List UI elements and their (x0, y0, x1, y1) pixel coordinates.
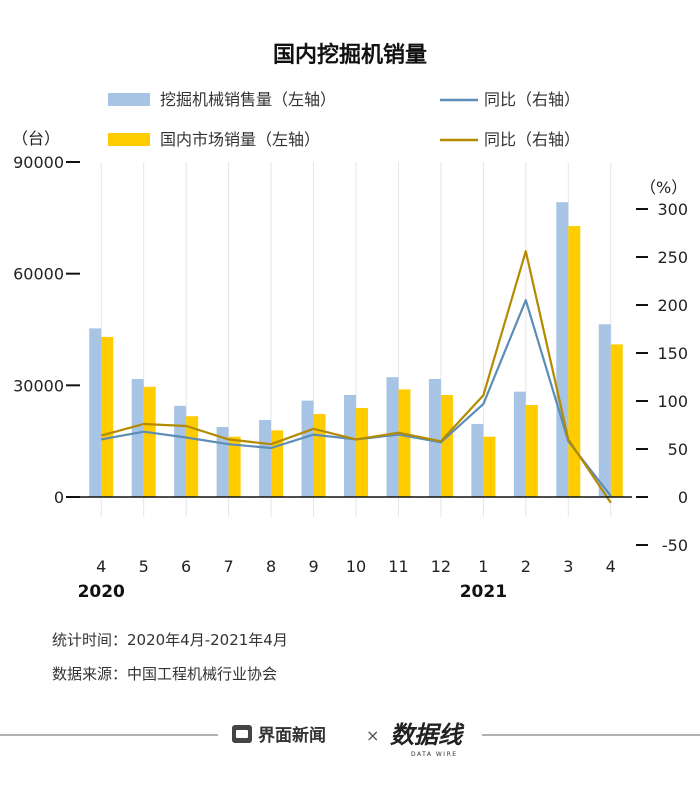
right-axis-unit: （%） (640, 178, 687, 197)
year-label: 2021 (460, 582, 507, 602)
bar-excavator-sales (556, 202, 569, 497)
bar-domestic-sales (101, 336, 114, 497)
series-line-yoy-gold (100, 250, 612, 504)
bar-domestic-sales (356, 408, 368, 497)
lines (100, 250, 612, 504)
bar-excavator-sales (131, 379, 144, 497)
legend-label-excavator-sales: 挖掘机械销售量（左轴） (160, 90, 336, 109)
jiemian-logo-icon-inner (236, 730, 248, 738)
right-axis-tick-label: 250 (657, 248, 688, 267)
left-axis-tick-label: 90000 (13, 153, 64, 172)
brand-times: × (366, 726, 379, 745)
axes: 0 30000 60000 90000 -50 0 50 100 150 200 250 300 4 5 6… (13, 153, 688, 602)
footer-period: 统计时间：2020年4月-2021年4月 (52, 631, 288, 649)
bar-domestic-sales (186, 416, 199, 497)
bar-domestic-sales (313, 413, 326, 497)
bar-domestic-sales (398, 389, 411, 497)
legend-label-domestic-sales: 国内市场销量（左轴） (160, 130, 320, 149)
left-axis-unit: （台） (12, 129, 60, 148)
brand-datawire-sub: DATA WIRE (411, 751, 458, 758)
bar-excavator-sales (471, 424, 484, 497)
bar-excavator-sales (344, 395, 356, 497)
legend-swatch-excavator-sales (108, 93, 150, 106)
x-tick-label: 10 (346, 557, 366, 576)
x-tick-label: 4 (606, 557, 616, 576)
right-axis-tick-label: 300 (657, 200, 688, 219)
left-axis-tick-label: 0 (54, 488, 64, 507)
bar-excavator-sales (174, 405, 187, 497)
bar-excavator-sales (301, 400, 314, 497)
bar-domestic-sales (483, 436, 496, 497)
bar-excavator-sales (598, 324, 611, 497)
bar-domestic-sales (143, 386, 156, 497)
legend: 挖掘机械销售量（左轴） 国内市场销量（左轴） 同比（右轴） 同比（右轴） (108, 90, 580, 149)
x-tick-label: 4 (96, 557, 106, 576)
x-tick-label: 8 (266, 557, 276, 576)
x-tick-label: 5 (139, 557, 149, 576)
footer-source: 数据来源：中国工程机械行业协会 (52, 665, 277, 683)
x-tick-label: 9 (308, 557, 318, 576)
right-axis-tick-label: -50 (662, 536, 688, 555)
right-axis-tick-label: 0 (678, 488, 688, 507)
left-axis-tick-label: 30000 (13, 376, 64, 395)
bar-domestic-sales (228, 436, 241, 497)
year-label: 2020 (78, 582, 125, 602)
bar-excavator-sales (259, 419, 272, 497)
x-tick-label: 11 (388, 557, 408, 576)
bar-excavator-sales (428, 379, 441, 497)
bar-excavator-sales (386, 377, 399, 497)
bar-domestic-sales (440, 395, 453, 497)
brand-jiemian: 界面新闻 (258, 725, 326, 746)
right-axis-tick-label: 150 (657, 344, 688, 363)
bar-domestic-sales (525, 405, 538, 497)
bars (89, 202, 623, 497)
bar-excavator-sales (89, 328, 102, 497)
x-tick-label: 12 (431, 557, 451, 576)
bar-domestic-sales (568, 226, 581, 497)
brand-datawire: 数据线 (390, 721, 465, 749)
x-tick-label: 6 (181, 557, 191, 576)
chart-title: 国内挖掘机销量 (273, 42, 427, 68)
legend-swatch-domestic-sales (108, 133, 150, 146)
right-axis-tick-label: 200 (657, 296, 688, 315)
legend-label-yoy-blue: 同比（右轴） (484, 90, 580, 109)
legend-label-yoy-gold: 同比（右轴） (484, 130, 580, 149)
right-axis-tick-label: 100 (657, 392, 688, 411)
bar-domestic-sales (610, 344, 623, 497)
x-tick-label: 7 (224, 557, 234, 576)
bar-excavator-sales (513, 391, 526, 497)
x-tick-label: 1 (478, 557, 488, 576)
branding: 界面新闻 × 数据线 DATA WIRE (0, 721, 700, 758)
left-axis-tick-label: 60000 (13, 265, 64, 284)
x-tick-label: 2 (521, 557, 531, 576)
x-tick-label: 3 (563, 557, 573, 576)
right-axis-tick-label: 50 (668, 440, 688, 459)
